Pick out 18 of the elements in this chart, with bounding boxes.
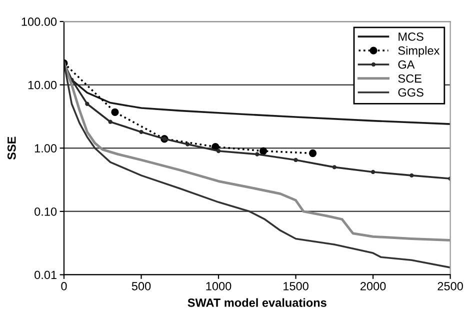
y-tick-label: 0.10 [34,207,57,216]
y-tick-label: 0.01 [34,270,56,280]
x-tick-label: 2000 [360,282,386,290]
x-tick-label: 1500 [284,282,308,290]
legend-label: GA [398,60,415,69]
legend-label: GGS [398,88,424,97]
legend-label: MCS [398,32,424,41]
x-tick-label: 1000 [206,282,232,290]
x-axis-title: SWAT model evaluations [188,298,326,307]
legend-label: Simplex [398,46,440,58]
legend-label: SCE [398,74,422,83]
x-tick-label: 0 [61,282,67,290]
x-tick-label: 2500 [438,282,463,290]
y-axis-title: SSE [7,136,16,160]
y-tick-label: 10.00 [28,80,57,90]
y-tick-label: 100.00 [22,18,57,26]
x-tick-label: 500 [132,282,151,290]
y-tick-label: 1.00 [34,144,57,153]
